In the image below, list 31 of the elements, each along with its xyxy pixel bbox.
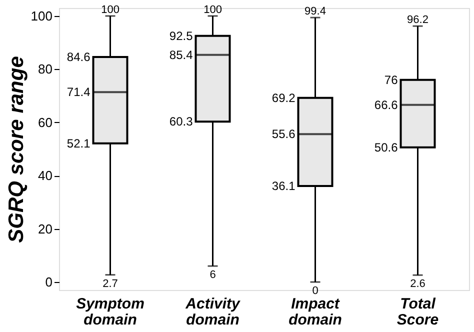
annotation: 92.5	[169, 28, 194, 43]
y-tick-label: 80	[38, 62, 52, 77]
annotation: 66.6	[374, 98, 398, 112]
annotation: 2.6	[410, 278, 426, 290]
annotation: 100	[204, 4, 222, 16]
x-tick-label: Activity domain	[184, 296, 240, 328]
y-tick-label: 100	[30, 8, 52, 24]
y-tick-label: 60	[38, 114, 52, 130]
annotation: 50.6	[374, 140, 398, 154]
y-tick-label: 20	[38, 221, 52, 236]
x-tick-label: Total Score	[396, 296, 439, 328]
annotation: 60.3	[169, 114, 194, 129]
annotation: 55.6	[272, 127, 296, 142]
x-tick-label: Symptom domain	[76, 296, 144, 328]
annotation: 36.1	[272, 178, 296, 193]
annotation: 69.2	[272, 90, 296, 105]
annotation: 0	[312, 285, 318, 298]
annotation: 96.2	[407, 14, 428, 26]
annotation: 85.4	[169, 48, 194, 62]
annotation: 100	[101, 4, 120, 16]
y-tick-label: 40	[38, 168, 52, 184]
annotation: 6	[210, 269, 216, 282]
annotation: 99.4	[304, 6, 326, 18]
annotation: 52.1	[66, 136, 91, 150]
y-axis-title: SGRQ score range	[4, 56, 28, 243]
y-tick-label: 0	[45, 274, 52, 290]
annotation: 71.4	[66, 85, 91, 100]
annotation: 84.6	[66, 50, 91, 64]
x-tick-label: Impact domain	[288, 296, 342, 328]
annotation: 76	[384, 72, 398, 87]
annotation: 2.7	[102, 278, 118, 290]
